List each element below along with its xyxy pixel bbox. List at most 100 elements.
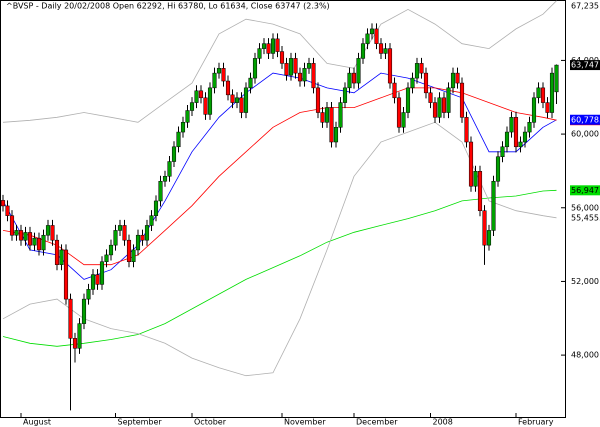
- candle-body: [234, 97, 240, 103]
- x-tick-label: December: [356, 418, 398, 427]
- candle-body: [63, 249, 69, 300]
- candle-body: [378, 43, 384, 54]
- y-tick-label: 60,000: [571, 130, 599, 139]
- candle-body: [419, 63, 424, 74]
- candle-body: [279, 51, 285, 64]
- candle-body: [50, 225, 55, 241]
- end-label: 60,778.4: [571, 115, 600, 124]
- candle-body: [522, 131, 528, 143]
- candle-body: [270, 38, 276, 54]
- candle-body: [216, 68, 222, 74]
- candle-body: [320, 112, 325, 123]
- candle-body: [464, 117, 469, 143]
- candle-body: [428, 92, 433, 103]
- candle-body: [486, 230, 492, 246]
- candle-body: [36, 237, 42, 251]
- end-label-box: [570, 185, 600, 196]
- candle-body: [288, 58, 294, 76]
- candle-body: [72, 338, 78, 349]
- candle-body: [441, 97, 447, 113]
- candle-body: [212, 72, 217, 89]
- end-label-box: [570, 212, 600, 223]
- candle-body: [482, 210, 487, 246]
- candle-body: [405, 87, 411, 113]
- candle-body: [374, 28, 379, 44]
- candle-body: [90, 274, 96, 290]
- candle-body: [261, 43, 267, 49]
- candle-body: [54, 239, 60, 265]
- candle-body: [554, 64, 559, 93]
- candle-body: [243, 87, 249, 113]
- candle-body: [198, 90, 204, 99]
- candle-body: [257, 48, 262, 59]
- x-tick-label: February: [518, 418, 554, 427]
- candle-body: [545, 102, 550, 113]
- candle-body: [513, 117, 519, 148]
- x-tick-label: 2008: [433, 418, 453, 427]
- end-label: 63,747: [571, 61, 599, 70]
- end-label-box: [570, 1, 600, 11]
- candle-body: [144, 225, 150, 241]
- candle-body: [432, 102, 438, 118]
- candle-body: [185, 110, 190, 123]
- candle-body: [104, 254, 109, 262]
- end-label: 56,947.5: [571, 186, 600, 195]
- candle-body: [171, 146, 177, 162]
- indicator-line: [2, 87, 557, 266]
- candle-body: [455, 72, 460, 84]
- candle-body: [0, 200, 6, 207]
- candle-body: [18, 230, 24, 241]
- candle-body: [23, 232, 28, 241]
- candle-body: [207, 87, 213, 115]
- indicator-line: [2, 189, 557, 347]
- y-tick-label: 52,000: [571, 277, 599, 286]
- candle-body: [189, 102, 195, 111]
- candle-body: [356, 58, 361, 84]
- candle-body: [86, 289, 91, 300]
- candle-body: [153, 200, 159, 216]
- candle-body: [135, 234, 141, 251]
- x-tick-label: October: [194, 418, 227, 427]
- candle-body: [347, 72, 352, 89]
- candle-body: [225, 80, 231, 96]
- candle-body: [81, 298, 87, 324]
- candle-body: [41, 234, 46, 251]
- x-tick-label: September: [118, 418, 163, 427]
- candle-body: [437, 97, 442, 118]
- y-tick-label: 56,000: [571, 203, 599, 212]
- candle-body: [392, 82, 397, 99]
- candle-body: [396, 97, 402, 128]
- candle-body: [333, 127, 339, 143]
- candle-body: [68, 298, 73, 339]
- candle-body: [450, 72, 456, 89]
- candle-body: [158, 180, 163, 202]
- candle-body: [518, 141, 523, 148]
- candle-body: [99, 261, 105, 285]
- candle-body: [14, 230, 19, 236]
- candle-body: [9, 215, 15, 236]
- candle-body: [360, 43, 366, 59]
- candle-body: [468, 141, 474, 187]
- plot-frame: [0, 0, 566, 418]
- candle-body: [531, 97, 537, 123]
- candle-body: [500, 146, 505, 157]
- candle-body: [473, 171, 478, 187]
- candle-body: [351, 72, 357, 84]
- candle-body: [504, 131, 510, 148]
- candle-body: [108, 244, 114, 256]
- candle-body: [284, 63, 289, 76]
- y-tick-label: 48,000: [571, 351, 599, 360]
- candle-body: [446, 87, 451, 113]
- chart-title: ^BVSP - Daily 20/02/2008 Open 62292, Hi …: [6, 2, 330, 11]
- end-label: 67,235: [571, 2, 599, 11]
- candle-body: [27, 232, 33, 246]
- candle-body: [45, 225, 51, 236]
- candle-body: [315, 87, 321, 113]
- candle-body: [365, 33, 370, 44]
- candle-body: [180, 122, 186, 133]
- candle-body: [131, 249, 136, 262]
- candle-body: [302, 68, 307, 82]
- x-tick-label: November: [284, 418, 326, 427]
- candle-body: [248, 77, 253, 89]
